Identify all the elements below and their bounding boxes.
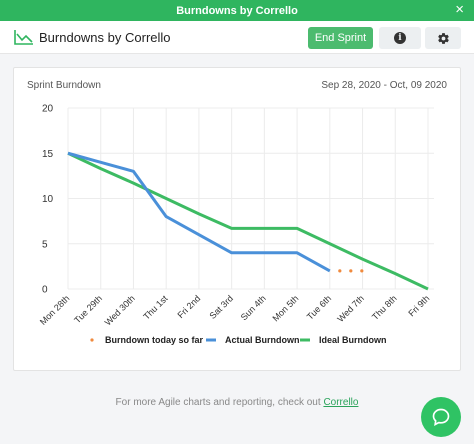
chart-line-icon bbox=[14, 30, 33, 45]
footer: For more Agile charts and reporting, che… bbox=[0, 397, 474, 408]
burndown-today-point bbox=[360, 269, 364, 273]
info-button[interactable]: i bbox=[379, 27, 421, 49]
x-tick-label: Wed 7th bbox=[335, 293, 366, 324]
app-header: Burndowns by Corrello End Sprint i bbox=[0, 21, 474, 54]
chat-bubble-icon bbox=[432, 408, 450, 427]
x-tick-label: Sun 4th bbox=[239, 293, 268, 322]
burndown-today-point bbox=[338, 269, 342, 273]
end-sprint-button[interactable]: End Sprint bbox=[308, 27, 373, 49]
y-tick-label: 20 bbox=[42, 104, 54, 115]
card-title: Sprint Burndown bbox=[27, 80, 101, 91]
x-tick-label: Mon 28th bbox=[38, 293, 72, 327]
actual-burndown-line bbox=[67, 151, 331, 273]
y-tick-label: 15 bbox=[42, 149, 54, 160]
y-tick-label: 10 bbox=[42, 194, 54, 205]
x-tick-label: Fri 2nd bbox=[175, 293, 202, 320]
settings-button[interactable] bbox=[425, 27, 461, 49]
ideal-burndown-line bbox=[67, 151, 429, 291]
gear-icon bbox=[437, 32, 449, 44]
x-tick-label: Tue 29th bbox=[72, 293, 104, 325]
y-tick-label: 0 bbox=[42, 285, 48, 296]
window-titlebar: Burndowns by Corrello × bbox=[0, 0, 474, 21]
x-tick-label: Fri 9th bbox=[406, 293, 431, 318]
legend-marker bbox=[90, 338, 94, 342]
burndown-today-point bbox=[349, 269, 353, 273]
window-title: Burndowns by Corrello bbox=[176, 4, 298, 17]
legend-label: Ideal Burndown bbox=[319, 335, 387, 345]
close-icon[interactable]: × bbox=[455, 1, 464, 18]
x-tick-label: Mon 5th bbox=[270, 293, 300, 323]
burndown-card: Sprint Burndown Sep 28, 2020 - Oct, 09 2… bbox=[13, 67, 461, 371]
x-tick-label: Thu 8th bbox=[370, 293, 399, 322]
x-tick-label: Wed 30th bbox=[103, 293, 137, 327]
corrello-link[interactable]: Corrello bbox=[323, 397, 359, 408]
y-tick-label: 5 bbox=[42, 239, 48, 250]
app-name: Burndowns by Corrello bbox=[39, 30, 171, 45]
x-tick-label: Thu 1st bbox=[141, 293, 170, 322]
footer-text: For more Agile charts and reporting, che… bbox=[115, 397, 324, 408]
chat-button[interactable] bbox=[421, 397, 461, 437]
info-icon: i bbox=[394, 32, 406, 44]
x-tick-label: Tue 6th bbox=[305, 293, 333, 321]
sprint-date-range: Sep 28, 2020 - Oct, 09 2020 bbox=[321, 80, 447, 91]
x-tick-label: Sat 3rd bbox=[207, 293, 235, 321]
legend-label: Burndown today so far bbox=[105, 335, 204, 345]
legend-label: Actual Burndown bbox=[225, 335, 300, 345]
